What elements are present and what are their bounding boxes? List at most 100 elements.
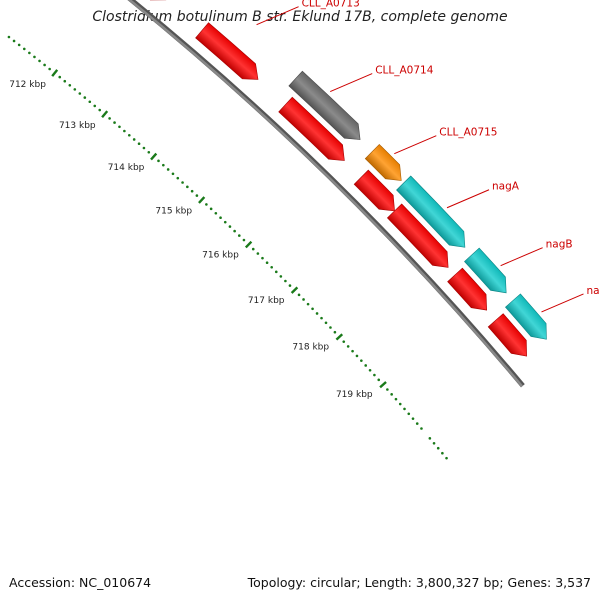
backbone-line (127, 0, 525, 388)
ruler-minor-tick (386, 388, 389, 391)
ruler-minor-tick (270, 265, 273, 269)
ruler-minor-tick (88, 100, 92, 104)
ruler-minor-tick (355, 354, 359, 358)
gene-label: nagB (546, 239, 573, 251)
gene-label-leader (330, 73, 373, 93)
ruler-minor-tick (394, 397, 398, 401)
ruler-minor-tick (223, 220, 227, 224)
ruler-minor-tick (78, 92, 82, 95)
ruler-minor-tick (346, 345, 350, 348)
ruler-minor-tick (342, 340, 346, 343)
ruler-minor-tick (242, 238, 246, 242)
ruler-minor-tick (33, 55, 36, 59)
gene-arrow (353, 169, 395, 212)
gene-arrow (278, 96, 345, 161)
ruler-major-tick (150, 152, 158, 161)
gene-arrow (364, 144, 402, 181)
ruler-minor-tick (445, 456, 448, 460)
ruler-minor-tick (233, 229, 236, 233)
ruler-tick-label: 712 kbp (9, 80, 46, 90)
ruler-minor-tick (324, 321, 328, 325)
ruler-minor-tick (205, 203, 208, 206)
ruler-minor-tick (274, 270, 278, 274)
gene-arrow (396, 175, 466, 248)
ruler-minor-tick (190, 189, 194, 193)
gene-label-leader (256, 6, 299, 26)
ruler-minor-tick (113, 121, 116, 124)
ruler-minor-tick (137, 142, 141, 146)
ruler-minor-tick (390, 393, 393, 396)
ruler-minor-tick (12, 39, 16, 43)
ruler-minor-tick (315, 312, 319, 315)
ruler-minor-tick (195, 194, 199, 197)
ruler-minor-tick (48, 67, 51, 71)
gene-arrow (288, 70, 361, 140)
ruler-minor-tick (284, 279, 287, 283)
ruler-major-tick (335, 333, 344, 341)
ruler-tick-label: 717 kbp (248, 296, 285, 306)
genome-summary-text: Topology: circular; Length: 3,800,327 bp… (247, 575, 591, 590)
gene-arrow (447, 267, 488, 311)
ruler-minor-tick (432, 441, 436, 445)
gene-labels: CLL_A0712CLL_A0713CLL_A0714CLL_A0715nagA… (256, 0, 600, 313)
gene-track (149, 0, 547, 357)
ruler-minor-tick (256, 252, 260, 255)
ruler-tick-label: 714 kbp (108, 163, 145, 173)
ruler-major-tick (51, 69, 59, 77)
ruler-minor-tick (302, 298, 305, 301)
ruler-minor-tick (360, 359, 363, 362)
ruler-minor-tick (398, 402, 402, 406)
ruler-major-tick (379, 381, 387, 389)
ruler-minor-tick (22, 47, 26, 51)
accession-text: Accession: NC_010674 (9, 575, 152, 590)
ruler-minor-tick (311, 307, 314, 311)
gene-label: CLL_A0715 (439, 127, 497, 139)
ruler-minor-tick (237, 234, 241, 237)
ruler-minor-tick (377, 378, 381, 382)
ruler-minor-tick (68, 83, 72, 87)
ruler-minor-tick (63, 79, 67, 83)
ruler-minor-tick (364, 364, 368, 367)
backbone (127, 0, 525, 388)
ruler-minor-tick (43, 63, 46, 67)
gene-label-leader (541, 293, 584, 313)
ruler-minor-tick (176, 176, 180, 180)
ruler-minor-tick (279, 275, 283, 278)
backbone-highlight (127, 0, 524, 388)
ruler-minor-tick (93, 104, 97, 108)
ruler-minor-tick (288, 284, 292, 287)
gene-label-leader (500, 247, 543, 267)
map-title: Clostridium botulinum B str. Eklund 17B,… (92, 9, 508, 25)
ruler-minor-tick (420, 427, 423, 430)
ruler-minor-tick (171, 172, 175, 176)
ruler-minor-tick (297, 293, 301, 297)
gene-label: nagA (492, 181, 520, 193)
ruler-minor-tick (162, 163, 165, 167)
ruler-minor-tick (411, 417, 415, 420)
gene-label-leader (446, 189, 490, 209)
ruler-minor-tick (415, 422, 419, 425)
gene-arrow (505, 293, 547, 340)
ruler-tick-label: 715 kbp (155, 206, 192, 216)
ruler-minor-tick (403, 407, 406, 411)
gene-label-leader (394, 135, 437, 155)
gene-label: CLL_A0713 (302, 0, 360, 10)
ruler-minor-tick (123, 129, 126, 133)
ruler-minor-tick (329, 326, 332, 329)
ruler-minor-tick (98, 108, 102, 112)
ruler-minor-tick (166, 168, 170, 171)
ruler-minor-tick (219, 216, 222, 219)
ruler-tick-label: 713 kbp (59, 121, 96, 131)
ruler-minor-tick (181, 181, 184, 184)
ruler-minor-tick (306, 302, 310, 306)
ruler-minor-tick (261, 256, 264, 260)
ruler-minor-tick (157, 159, 160, 163)
ruler-minor-tick (320, 316, 323, 320)
ruler-minor-tick (368, 368, 372, 372)
ruler-minor-tick (132, 138, 136, 141)
gene-arrow (464, 247, 507, 294)
ruler-minor-tick (28, 51, 31, 55)
ruler-minor-tick (228, 225, 232, 228)
ruler-minor-tick (436, 446, 440, 450)
